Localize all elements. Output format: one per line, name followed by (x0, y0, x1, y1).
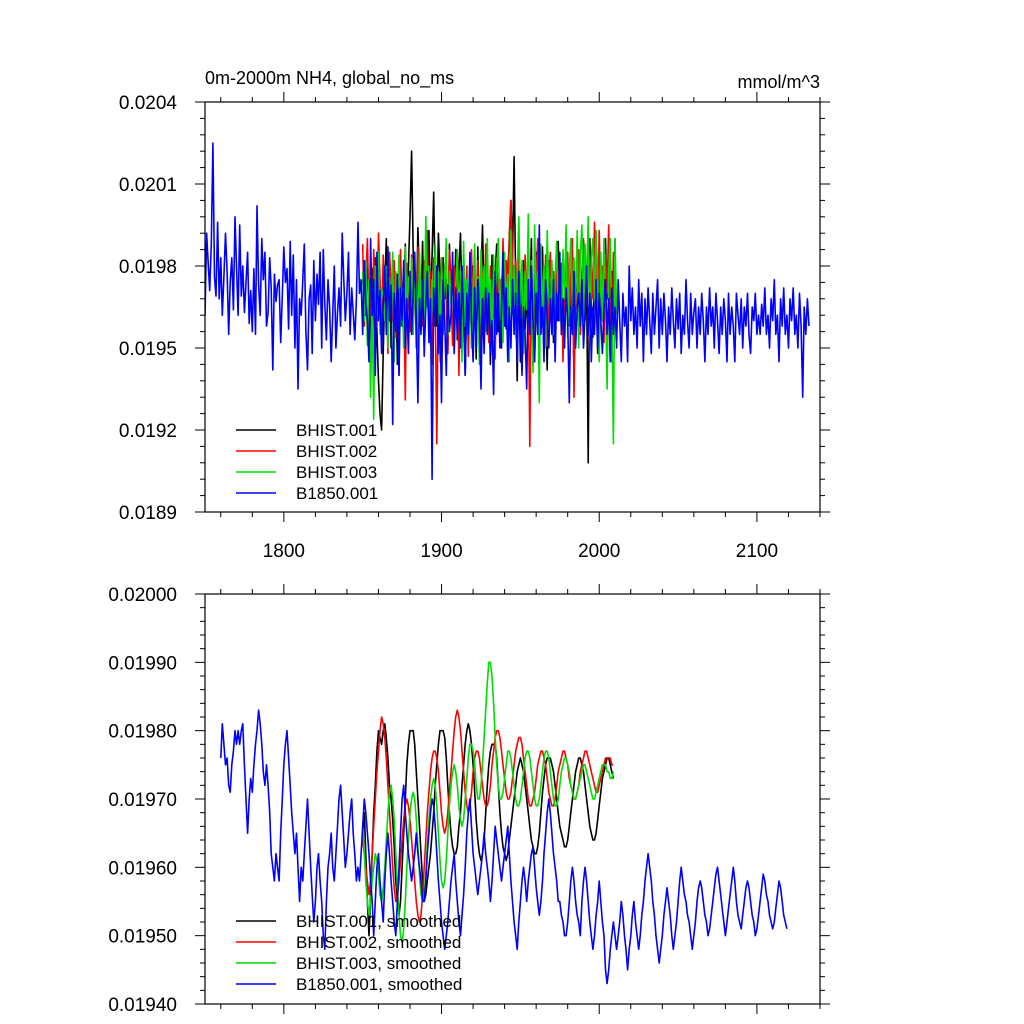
chart-title: 0m-2000m NH4, global_no_ms (205, 68, 454, 89)
top-panel-raw: 0.0189 0.0192 0.0195 0.0198 0.0201 0.0204 1800… (119, 92, 830, 562)
y-tick-label: 0.0195 (119, 339, 177, 360)
units-label: mmol/m^3 (738, 72, 820, 92)
axis-ticks (195, 92, 830, 522)
x-tick-label: 1800 (263, 541, 305, 562)
legend-label: BHIST.002 (296, 442, 377, 461)
legend-label: BHIST.002, smoothed (296, 933, 461, 952)
y-tick-label: 0.0189 (119, 503, 177, 524)
legend-label: B1850.001 (296, 484, 378, 503)
y-tick-label: 0.0198 (119, 257, 177, 278)
series-group (220, 661, 788, 985)
legend-label: B1850.001, smoothed (296, 975, 462, 994)
legend-label: BHIST.003, smoothed (296, 954, 461, 973)
y-tick-label: 0.01980 (108, 722, 177, 743)
x-tick-label: 2100 (736, 541, 778, 562)
legend-label: BHIST.001, smoothed (296, 912, 461, 931)
y-tick-label: 0.02000 (108, 585, 177, 606)
y-tick-label: 0.0192 (119, 421, 177, 442)
series-line-b1850-001-smoothed (220, 709, 788, 985)
y-tick-label: 0.01970 (108, 790, 177, 811)
y-tick-label: 0.0204 (119, 93, 178, 114)
bottom-panel-smoothed: 0.01940 0.01950 0.01960 0.01970 0.01980 0.019… (108, 584, 830, 1016)
y-tick-label: 0.01960 (108, 858, 177, 879)
plot-frame (204, 101, 821, 513)
series-line-bhist-003-smoothed (361, 661, 615, 944)
x-tick-label: 2000 (578, 541, 620, 562)
x-tick-label: 1900 (420, 541, 462, 562)
legend: BHIST.001 BHIST.002 BHIST.003 B1850.001 (236, 421, 378, 503)
series-line-b1850-001 (205, 142, 810, 481)
legend-label: BHIST.001 (296, 421, 377, 440)
y-tick-label: 0.0201 (119, 175, 177, 196)
y-tick-label: 0.01990 (108, 653, 177, 674)
legend-label: BHIST.003 (296, 463, 377, 482)
axis-ticks (195, 584, 830, 1014)
y-tick-label: 0.01950 (108, 927, 177, 948)
legend: BHIST.001, smoothed BHIST.002, smoothed BH… (236, 912, 462, 994)
y-tick-label: 0.01940 (108, 995, 177, 1016)
series-group (205, 142, 810, 481)
